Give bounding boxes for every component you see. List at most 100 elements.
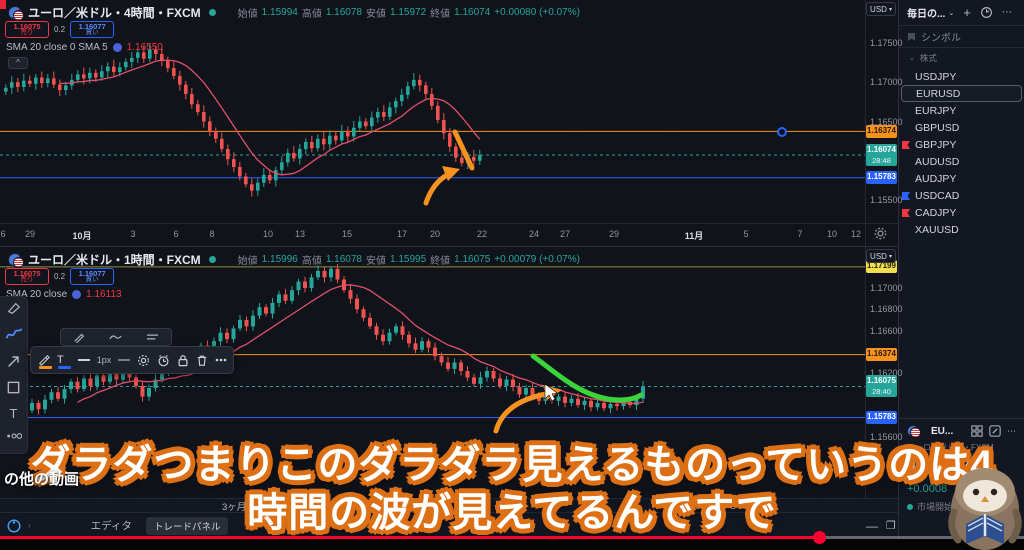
spread-value: 0.2 [54, 25, 66, 34]
arrow-tool-icon[interactable] [6, 353, 22, 369]
watchlist-more-icon[interactable]: ⋯ [1001, 7, 1013, 18]
range-button[interactable]: すべて [398, 501, 427, 513]
top-symbol-title[interactable]: ユーロ／米ドル・4時間・FXCM [28, 6, 201, 20]
progress-track[interactable] [819, 536, 1024, 539]
layout-grid-icon[interactable] [971, 425, 983, 437]
bookmark-icon [908, 32, 915, 41]
alert-clock-icon[interactable] [157, 351, 170, 369]
minimize-icon[interactable]: — [866, 518, 878, 533]
watchlist-item-usdcad[interactable]: USDCAD [899, 187, 1024, 204]
sell-button[interactable]: 1.16075 売り [5, 21, 49, 38]
eraser-icon[interactable] [7, 301, 21, 315]
pine-script-icon[interactable] [6, 518, 22, 534]
detail-more-icon[interactable]: ⋯ [1007, 425, 1016, 436]
buy-button[interactable]: 1.16077 買い [70, 21, 115, 38]
chevron-right-icon[interactable]: › [28, 521, 31, 530]
line-style-button[interactable] [118, 351, 131, 369]
bottom-ohlc: 始値 1.15996 高値 1.16078 安値 1.15995 終値 1.16075 … [237, 254, 580, 267]
top-chart-canvas[interactable] [0, 0, 865, 223]
watchlist-item-cadjpy[interactable]: CADJPY [899, 204, 1024, 221]
time-axis-gear-icon[interactable] [874, 227, 887, 240]
drawing-tools-flyout: T [0, 296, 28, 454]
watchlist-item-eurjpy[interactable]: EURJPY [915, 104, 957, 117]
more-tools-icon[interactable] [6, 432, 22, 440]
watchlist-item-xauusd[interactable]: XAUUSD [915, 223, 959, 236]
time-axis-label: 8 [209, 229, 215, 239]
bottom-symbol-title[interactable]: ユーロ／米ドル・1時間・FXCM [28, 253, 201, 267]
range-button[interactable]: 年初来 [298, 501, 328, 513]
top-indicator-row[interactable]: SMA 20 close 0 SMA 5 1.16550 [6, 42, 163, 53]
collapse-indicators-button[interactable]: ^ [8, 57, 28, 69]
bottom-chart-header: ユーロ／米ドル・1時間・FXCM 始値 1.15996 高値 1.16078 安値 1… [8, 251, 580, 268]
watchlist-dropdown[interactable]: 毎日の... ⌄ [907, 9, 955, 20]
progress-played[interactable] [0, 536, 819, 539]
rectangle-tool-icon[interactable] [6, 380, 21, 395]
clock-readout[interactable]: 09:31:10 UTC+9 [690, 501, 760, 512]
range-button[interactable]: 5年 [369, 501, 385, 513]
settings-gear-icon[interactable] [137, 351, 150, 369]
watchlist-item-gbpusd[interactable]: GBPUSD [915, 121, 960, 134]
editor-bar: › エディタ トレードパネル — ❐ [0, 512, 898, 538]
line-width-value[interactable]: 1px [96, 355, 112, 365]
chart-layer [0, 0, 865, 438]
edit-note-icon[interactable] [989, 425, 1001, 437]
time-axis-label: 6 [0, 229, 6, 239]
symbol-flag-icon [902, 191, 910, 200]
top-time-axis[interactable]: 6 29 10月 3 6 8 10 13 15 17 20 22 24 27 29 11月 5 7 10 12 [0, 223, 898, 246]
text-tool-icon[interactable]: T [9, 406, 18, 421]
line-color-button[interactable] [38, 351, 52, 369]
calendar-icon[interactable] [455, 500, 466, 511]
range-button[interactable]: 3ヶ月 [222, 501, 247, 513]
spread-value: 0.2 [54, 272, 66, 281]
top-ohlc: 始値 1.15994 高値 1.16078 安値 1.15972 終値 1.16074 … [237, 7, 580, 20]
lines-icon[interactable] [146, 332, 159, 342]
add-symbol-button[interactable]: + [963, 5, 971, 20]
indicator-settings-icon[interactable] [72, 290, 82, 299]
time-axis-label: 5 [743, 229, 749, 239]
trash-icon[interactable] [196, 351, 208, 369]
range-button[interactable]: 6ヶ月 [260, 501, 285, 513]
bottom-indicator-row[interactable]: SMA 20 close 1.16113 [6, 289, 122, 300]
price-axis-column[interactable] [865, 0, 898, 498]
time-axis-label: 3 [130, 229, 136, 239]
more-videos-label[interactable]: の他の動画 [4, 471, 80, 488]
text-color-button[interactable]: T [57, 351, 71, 369]
watchlist-item-eurusd[interactable]: EURUSD [901, 85, 1022, 102]
lock-icon[interactable] [177, 351, 189, 369]
top-chart-header: ユーロ／米ドル・4時間・FXCM 始値 1.15994 高値 1.16078 安値 1… [8, 4, 580, 21]
editor-tab[interactable]: エディタ [90, 520, 132, 532]
mini-toolbar [60, 328, 172, 346]
watchlist-section-row[interactable]: シンボル [899, 26, 1024, 48]
bottom-currency-dropdown[interactable]: USD ▾ [866, 249, 896, 263]
watchlist-item-usdjpy[interactable]: USDJPY [915, 70, 957, 83]
watchlist-item-audusd[interactable]: AUDUSD [915, 155, 960, 168]
detail-price: 1.16075 [907, 456, 983, 479]
panel-divider[interactable] [0, 246, 898, 247]
watchlist-group-row[interactable]: ⌄ 株式 [909, 53, 937, 63]
time-axis-label: 29 [608, 229, 620, 239]
indicator-settings-icon[interactable] [112, 43, 122, 52]
subtitle-line-1: ダラダつまりこのダラダラ見えるものっていうのは4 [30, 443, 994, 487]
watchlist-item-gbpjpy[interactable]: GBPJPY [899, 136, 1024, 153]
wave-icon[interactable] [109, 332, 122, 342]
detail-symbol[interactable]: EU... [931, 425, 954, 437]
detail-change: +0.0008 [907, 483, 948, 495]
floating-drawing-toolbar: T 1px [30, 346, 234, 374]
sell-button[interactable]: 1.16075 売り [5, 268, 49, 285]
range-button[interactable]: 1年 [341, 501, 356, 513]
trade-panel-tab[interactable]: トレードパネル [145, 516, 229, 535]
top-currency-dropdown[interactable]: USD ▾ [866, 2, 896, 16]
buy-button[interactable]: 1.16077 買い [70, 268, 115, 285]
subtitle-line-2: 時間の波が見えてるんですで [247, 491, 777, 535]
progress-scrubber[interactable] [813, 531, 826, 544]
history-clock-icon[interactable] [980, 6, 993, 19]
pen-icon[interactable] [73, 331, 85, 343]
record-indicator [0, 0, 6, 9]
restore-icon[interactable]: ❐ [886, 520, 896, 532]
brush-tool-icon[interactable] [5, 326, 23, 342]
watchlist-item-audjpy[interactable]: AUDJPY [915, 172, 957, 185]
line-width-button[interactable] [77, 351, 90, 369]
pair-icon [907, 425, 921, 438]
more-options-icon[interactable] [215, 351, 227, 369]
time-axis-label: 22 [476, 229, 488, 239]
